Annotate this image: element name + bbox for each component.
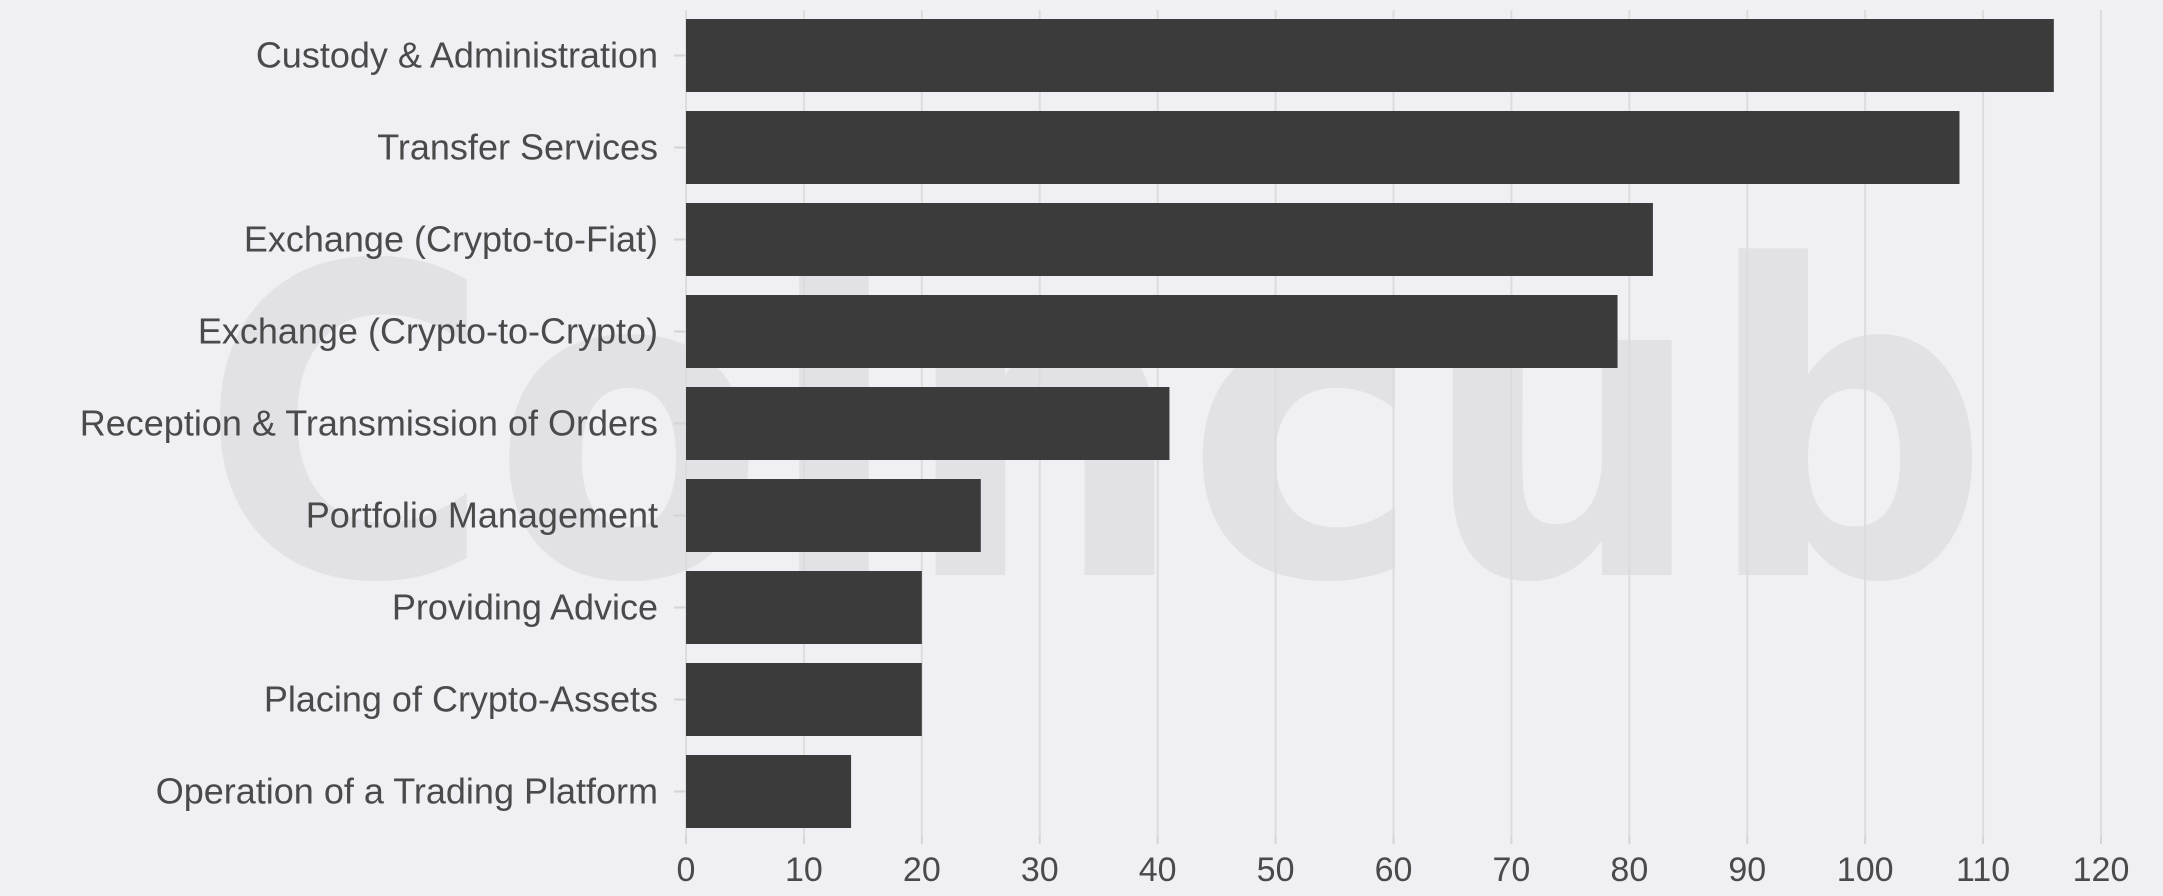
category-label: Providing Advice bbox=[392, 587, 658, 628]
x-tick-label: 60 bbox=[1375, 851, 1413, 889]
x-tick-label: 10 bbox=[785, 851, 823, 889]
x-tick-label: 90 bbox=[1728, 851, 1766, 889]
category-label: Reception & Transmission of Orders bbox=[80, 403, 658, 444]
bar-8 bbox=[686, 755, 852, 828]
bar-4 bbox=[686, 387, 1170, 460]
category-label: Custody & Administration bbox=[256, 35, 658, 76]
x-tick-label: 0 bbox=[677, 851, 696, 889]
category-label: Placing of Crypto-Assets bbox=[264, 679, 658, 720]
bar-1 bbox=[686, 111, 1960, 184]
x-tick-label: 50 bbox=[1257, 851, 1295, 889]
x-tick-label: 30 bbox=[1021, 851, 1059, 889]
bar-3 bbox=[686, 295, 1618, 368]
x-axis-ticks: 0 10 20 30 40 50 60 70 80 90 100 110 120 bbox=[677, 836, 2130, 889]
bar-0 bbox=[686, 19, 2054, 92]
category-label: Exchange (Crypto-to-Crypto) bbox=[198, 311, 658, 352]
category-label: Exchange (Crypto-to-Fiat) bbox=[244, 219, 658, 260]
x-tick-label: 40 bbox=[1139, 851, 1177, 889]
x-tick-label: 120 bbox=[2073, 851, 2130, 889]
bar-6 bbox=[686, 571, 922, 644]
bar-2 bbox=[686, 203, 1653, 276]
category-label: Operation of a Trading Platform bbox=[156, 771, 658, 812]
x-tick-label: 80 bbox=[1610, 851, 1648, 889]
bar-5 bbox=[686, 479, 981, 552]
x-tick-label: 110 bbox=[1956, 851, 2010, 889]
x-tick-label: 100 bbox=[1837, 851, 1894, 889]
bar-7 bbox=[686, 663, 922, 736]
category-label: Transfer Services bbox=[377, 127, 658, 168]
category-label: Portfolio Management bbox=[306, 495, 658, 536]
x-tick-label: 20 bbox=[903, 851, 941, 889]
x-tick-label: 70 bbox=[1493, 851, 1531, 889]
category-labels: Custody & Administration Transfer Service… bbox=[80, 35, 686, 812]
bars-group bbox=[686, 19, 2054, 828]
